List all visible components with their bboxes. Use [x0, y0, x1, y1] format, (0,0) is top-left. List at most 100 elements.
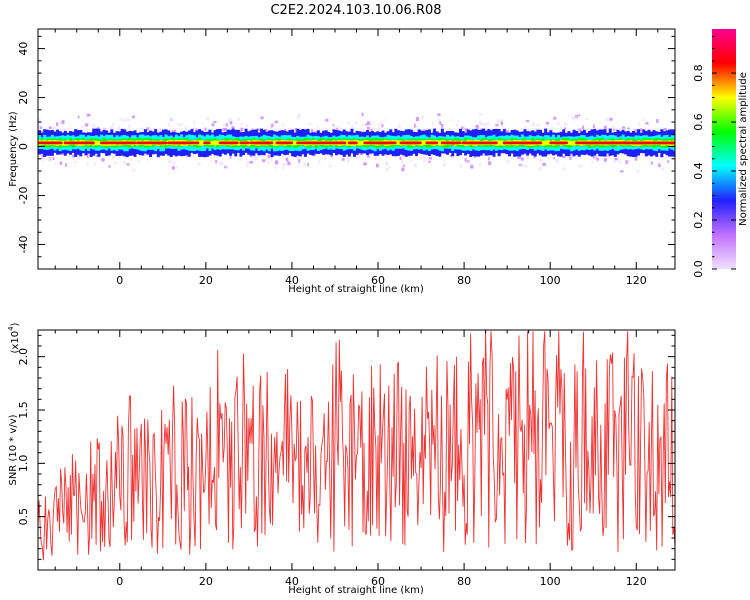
spectrogram-core-cell	[311, 141, 329, 145]
spectrogram-speckle	[169, 117, 173, 121]
spectrogram-speckle	[50, 157, 54, 161]
spectrogram-speckle	[665, 156, 669, 159]
spectrogram-speckle	[38, 118, 42, 123]
spectrogram-speckle	[94, 163, 97, 166]
spectrogram-speckle	[517, 156, 521, 159]
spectrogram-speckle	[294, 128, 297, 132]
spectrogram-speckle	[461, 126, 465, 130]
spectrogram-speckle	[480, 122, 484, 126]
spectrogram-speckle	[298, 159, 301, 164]
spectrogram-speckle	[607, 154, 610, 159]
spectrogram-speckle	[354, 121, 358, 125]
spectrogram-speckle	[70, 154, 74, 157]
spectrogram-speckle	[578, 128, 582, 132]
spectrogram-speckle	[72, 154, 75, 158]
spectrogram-speckle	[159, 127, 162, 132]
spectrogram-speckle	[287, 161, 291, 166]
spectrogram-speckle	[52, 157, 55, 160]
spectrogram-core-cell	[353, 141, 358, 145]
spectrogram-speckle	[450, 119, 452, 122]
spectrogram-speckle	[614, 128, 617, 132]
spectrogram-speckle	[511, 156, 514, 159]
spectrogram-speckle	[466, 161, 469, 164]
spectrogram-speckle	[479, 163, 482, 166]
spectrogram-core-cell	[456, 141, 462, 145]
spectrogram-speckle	[48, 157, 52, 162]
spectrogram-speckle	[526, 120, 530, 123]
spectrogram-speckle	[536, 152, 539, 155]
spectrogram-speckle	[576, 128, 579, 131]
spectrogram-core-cell	[327, 141, 340, 145]
spectrogram-speckle	[285, 162, 289, 166]
spectrogram-speckle	[186, 154, 188, 158]
spectrogram-speckle	[175, 166, 178, 169]
spectrogram-speckle	[260, 116, 264, 120]
spectrogram-speckle	[122, 160, 127, 164]
snr-x-tick-label: 40	[285, 575, 299, 588]
spectrogram-speckle	[112, 123, 115, 126]
spectrogram-speckle	[193, 120, 196, 125]
spectrogram-speckle	[238, 130, 243, 134]
spectrogram-core-cell	[53, 141, 63, 145]
spectrogram-speckle	[273, 121, 276, 125]
spectrogram-speckle	[374, 156, 377, 161]
spectrogram-core-cell	[265, 141, 271, 145]
spectrogram-speckle	[551, 127, 554, 131]
spectrogram-speckle	[428, 157, 433, 160]
spectrogram-speckle	[325, 118, 329, 122]
spectrogram-speckle	[39, 131, 44, 135]
spectrogram-speckle	[52, 126, 56, 130]
spectrogram-speckle	[448, 128, 452, 132]
spectrogram-speckle	[141, 127, 143, 131]
snr-x-tick-label: 20	[199, 575, 213, 588]
spectrogram-band-cell	[213, 140, 217, 146]
spectrogram-speckle	[614, 157, 618, 161]
spectrogram-x-label: Height of straight line (km)	[288, 284, 424, 295]
spectrogram-speckle	[605, 117, 609, 122]
spectrogram-speckle	[401, 159, 404, 164]
spectrogram-speckle	[571, 155, 573, 159]
spectrogram-speckle	[61, 120, 65, 124]
spectrogram-speckle	[488, 161, 492, 166]
snr-y-label: SNR (10 * v/v)	[8, 414, 19, 485]
spectrogram-speckle	[330, 154, 334, 158]
spectrogram-speckle	[578, 164, 583, 168]
spectrogram-speckle	[520, 157, 524, 161]
spectrogram-speckle	[464, 130, 467, 135]
spectrogram-speckle	[603, 158, 607, 162]
spectrogram-band-cell	[97, 141, 101, 146]
spectrogram-speckle	[122, 118, 126, 122]
snr-series-line	[38, 331, 675, 561]
spectrogram-speckle	[285, 157, 289, 162]
spectrogram-core-cell	[182, 141, 200, 145]
spectrogram-band-cell	[345, 140, 349, 146]
spectrogram-speckle	[585, 117, 589, 121]
spectrogram-band-cell	[546, 139, 550, 146]
spectrogram-speckle	[459, 164, 463, 168]
spectrogram-speckle	[663, 128, 667, 131]
spectrogram-band-cell	[567, 140, 571, 146]
spectrogram-speckle	[388, 166, 391, 169]
spectrogram-speckle	[370, 152, 374, 156]
spectrogram-core-cell	[296, 141, 303, 145]
spectrogram-speckle	[260, 154, 263, 157]
spectrogram-speckle	[92, 124, 96, 128]
spectrogram-speckle	[415, 117, 419, 122]
spectrogram-speckle	[336, 127, 338, 131]
spectrogram-speckle	[385, 155, 389, 159]
spectrogram-speckle	[271, 123, 274, 128]
spectrogram-speckle	[488, 157, 490, 161]
spectrogram-speckle	[609, 117, 613, 121]
spectrogram-panel: 0 20 40 60 80 100 120 -40 -20 0 20 40 Height of st…	[8, 28, 676, 295]
spectrogram-core-cell	[492, 141, 498, 145]
spectrogram-speckle	[112, 155, 115, 160]
spectrogram-speckle	[128, 124, 131, 129]
snr-y-tick-label: 1.5	[17, 401, 30, 419]
spectrogram-speckle	[442, 163, 447, 167]
spectrogram-speckle	[204, 127, 207, 131]
spectrogram-x-tick-label: 0	[116, 274, 123, 287]
spectrogram-speckle	[370, 122, 374, 125]
spectrogram-band-cell	[94, 140, 98, 146]
spectrogram-speckle	[370, 128, 373, 133]
